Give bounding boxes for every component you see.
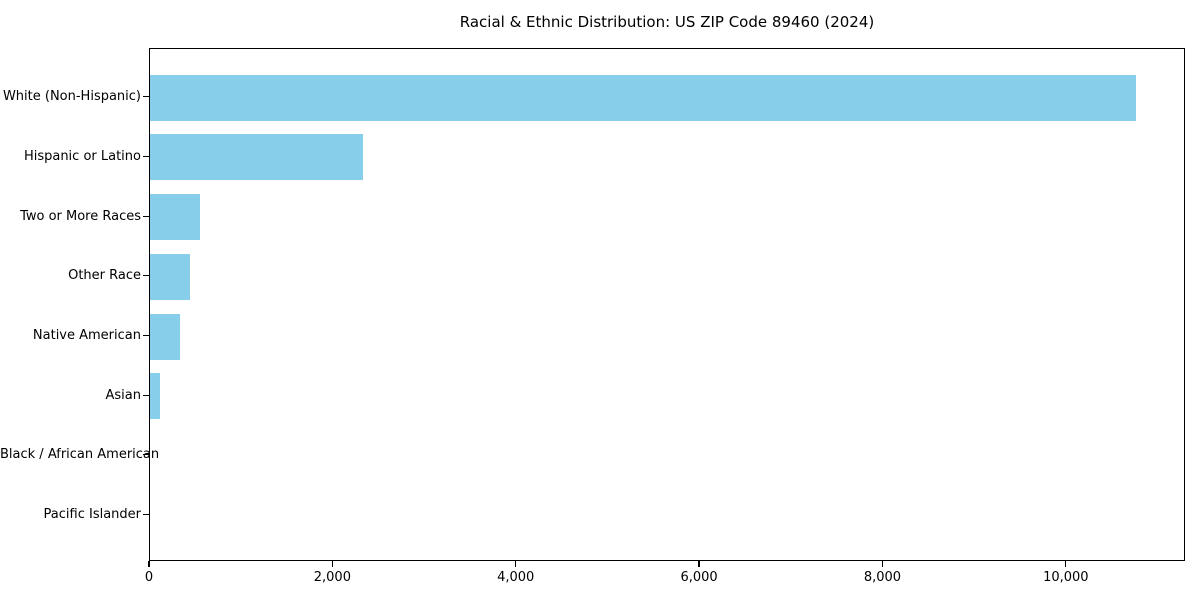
- y-tick-mark: [143, 454, 149, 456]
- bar-native-american: [150, 313, 181, 360]
- y-tick-label-native-american: Native American: [32, 328, 141, 343]
- x-tick-mark: [698, 561, 700, 567]
- y-tick-mark: [143, 155, 149, 157]
- bar-asian: [150, 373, 161, 420]
- y-tick-label-hispanic-or-latino: Hispanic or Latino: [23, 148, 141, 164]
- x-tick-label-0: 0: [144, 570, 154, 585]
- y-tick-label-other-race: Other Race: [68, 268, 141, 284]
- chart-title: Racial & Ethnic Distribution: US ZIP Cod…: [459, 13, 875, 31]
- y-tick-mark: [143, 215, 149, 217]
- x-tick-label-4-000: 4,000: [497, 570, 535, 585]
- x-tick-mark: [148, 561, 150, 567]
- bar-two-or-more-races: [150, 194, 200, 241]
- y-tick-label-asian: Asian: [105, 387, 141, 403]
- bar-other-race: [150, 253, 191, 300]
- x-tick-mark: [331, 561, 333, 567]
- y-tick-mark: [143, 96, 149, 98]
- bar-white-non-hispanic: [150, 74, 1137, 121]
- x-tick-label-2-000: 2,000: [313, 570, 351, 585]
- y-tick-label-white-non-hispanic: White (Non-Hispanic): [2, 89, 141, 105]
- x-tick-mark: [881, 561, 884, 567]
- y-tick-mark: [143, 275, 149, 277]
- x-tick-label-10-000: 10,000: [1043, 570, 1089, 585]
- y-tick-label-two-or-more-races: Two or More Races: [20, 208, 141, 224]
- x-tick-label-8-000: 8,000: [863, 570, 902, 585]
- x-tick-mark: [515, 561, 517, 567]
- y-tick-mark: [143, 514, 149, 516]
- plot-area: [149, 48, 1185, 561]
- y-tick-label-pacific-islander: Pacific Islander: [43, 507, 141, 523]
- bar-hispanic-or-latino: [150, 134, 363, 181]
- y-tick-mark: [143, 394, 149, 396]
- x-tick-label-6-000: 6,000: [680, 570, 718, 585]
- y-tick-mark: [143, 334, 149, 337]
- y-tick-label-black-african-american: Black / African American: [0, 447, 160, 463]
- x-tick-mark: [1065, 561, 1067, 567]
